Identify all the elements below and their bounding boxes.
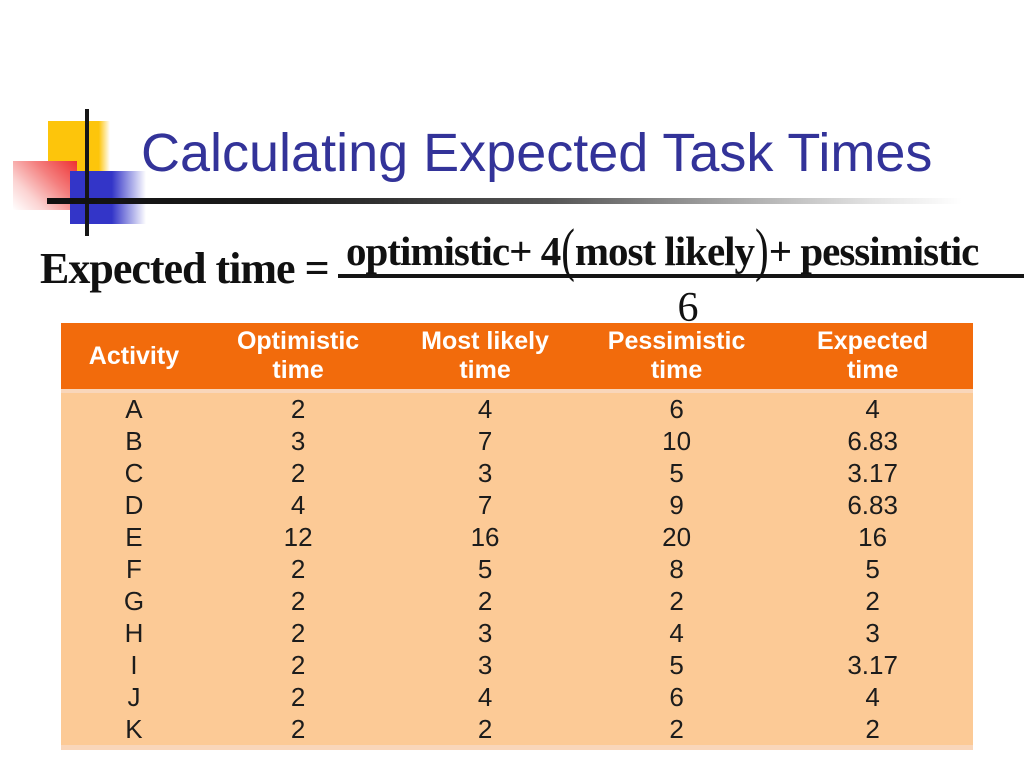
table-header-cell: Expected time [817, 327, 929, 384]
time-value-cell: 4 [290, 489, 306, 520]
activity-cell: H [124, 617, 144, 648]
decoration-blue-square [70, 171, 146, 224]
table-row: F 2 5 8 5 [61, 553, 973, 585]
time-value-cell: 5 [669, 457, 684, 488]
time-value-cell: 2 [477, 713, 493, 744]
time-value-cell: 3 [290, 425, 306, 456]
time-value-cell: 2 [865, 585, 880, 616]
time-value-cell: 2 [290, 649, 306, 680]
activity-cell: A [125, 393, 143, 424]
time-value-cell: 4 [865, 681, 880, 712]
time-value-cell: 2 [290, 457, 306, 488]
time-value-cell: 2 [865, 713, 880, 744]
time-value-cell: 2 [290, 617, 306, 648]
table-row: K 2 2 2 2 [61, 713, 973, 745]
numerator-inside: most likely [574, 228, 755, 274]
fraction-line [338, 274, 1024, 278]
activity-cell: E [125, 521, 143, 552]
table-header-cell: Optimistic time [236, 327, 360, 384]
time-value-cell: 16 [858, 521, 888, 552]
time-value-cell: 4 [669, 617, 684, 648]
formula-numerator: optimistic+ 4(most likely)+ pessimistic [338, 217, 1024, 281]
time-value-cell: 6 [669, 681, 684, 712]
table-row: A 2 4 6 4 [61, 393, 973, 425]
table-body: A 2 4 6 4 B 3 7 10 6.83 C 2 3 5 3.17 D 4 7 9 6.83 E 12 16 20 16 F… [61, 393, 973, 745]
time-value-cell: 3 [865, 617, 880, 648]
table-row: E 12 16 20 16 [61, 521, 973, 553]
time-value-cell: 4 [477, 393, 493, 424]
table-row: H 2 3 4 3 [61, 617, 973, 649]
time-value-cell: 5 [669, 649, 684, 680]
time-value-cell: 8 [669, 553, 684, 584]
open-paren: ( [561, 215, 575, 283]
time-value-cell: 2 [669, 713, 684, 744]
time-value-cell: 9 [669, 489, 684, 520]
table-row: C 2 3 5 3.17 [61, 457, 973, 489]
table-row: D 4 7 9 6.83 [61, 489, 973, 521]
time-value-cell: 2 [290, 585, 306, 616]
decoration-vertical-line [85, 109, 89, 236]
numerator-right: + pessimistic [768, 228, 980, 274]
time-value-cell: 7 [477, 425, 493, 456]
table-row: J 2 4 6 4 [61, 681, 973, 713]
activity-cell: F [126, 553, 142, 584]
time-value-cell: 5 [865, 553, 880, 584]
time-value-cell: 7 [477, 489, 493, 520]
time-value-cell: 3 [477, 457, 493, 488]
time-value-cell: 3 [477, 617, 493, 648]
activity-cell: B [125, 425, 143, 456]
table-row: B 3 7 10 6.83 [61, 425, 973, 457]
table-row: I 2 3 5 3.17 [61, 649, 973, 681]
title-underline [47, 198, 962, 204]
time-value-cell: 6 [669, 393, 684, 424]
table-header-cell: Pessimistic time [607, 327, 746, 384]
time-value-cell: 2 [669, 585, 684, 616]
activity-cell: G [123, 585, 145, 616]
time-value-cell: 3 [477, 649, 493, 680]
time-value-cell: 10 [662, 425, 692, 456]
time-value-cell: 12 [283, 521, 313, 552]
time-value-cell: 2 [290, 713, 306, 744]
time-value-cell: 2 [290, 681, 306, 712]
table-row: G 2 2 2 2 [61, 585, 973, 617]
formula-left-side: Expected time = [40, 244, 330, 293]
activity-cell: C [124, 457, 144, 488]
activity-times-table: Activity Optimistic time Most likely time Pes… [61, 323, 973, 750]
time-value-cell: 2 [290, 553, 306, 584]
table-header-row: Activity Optimistic time Most likely time Pes… [61, 323, 973, 389]
time-value-cell: 6.83 [847, 425, 898, 456]
activity-cell: I [130, 649, 138, 680]
table-header-separator [61, 389, 973, 393]
table-header-cell: Most likely time [421, 327, 549, 384]
time-value-cell: 5 [477, 553, 493, 584]
formula-denominator: 6 [677, 285, 699, 331]
time-value-cell: 2 [477, 585, 493, 616]
table-bottom-edge [61, 745, 973, 750]
time-value-cell: 2 [290, 393, 306, 424]
activity-cell: K [125, 713, 143, 744]
close-paren: ) [755, 215, 769, 283]
time-value-cell: 3.17 [847, 457, 898, 488]
table-header-cell: Activity [88, 341, 180, 370]
time-value-cell: 4 [865, 393, 880, 424]
slide-title: Calculating Expected Task Times [141, 123, 933, 183]
formula-fraction: optimistic+ 4(most likely)+ pessimistic … [338, 217, 1024, 331]
activity-cell: J [127, 681, 141, 712]
time-value-cell: 16 [470, 521, 500, 552]
numerator-left: optimistic+ 4 [346, 228, 561, 274]
time-value-cell: 6.83 [847, 489, 898, 520]
activity-cell: D [124, 489, 144, 520]
time-value-cell: 20 [662, 521, 692, 552]
time-value-cell: 3.17 [847, 649, 898, 680]
time-value-cell: 4 [477, 681, 493, 712]
